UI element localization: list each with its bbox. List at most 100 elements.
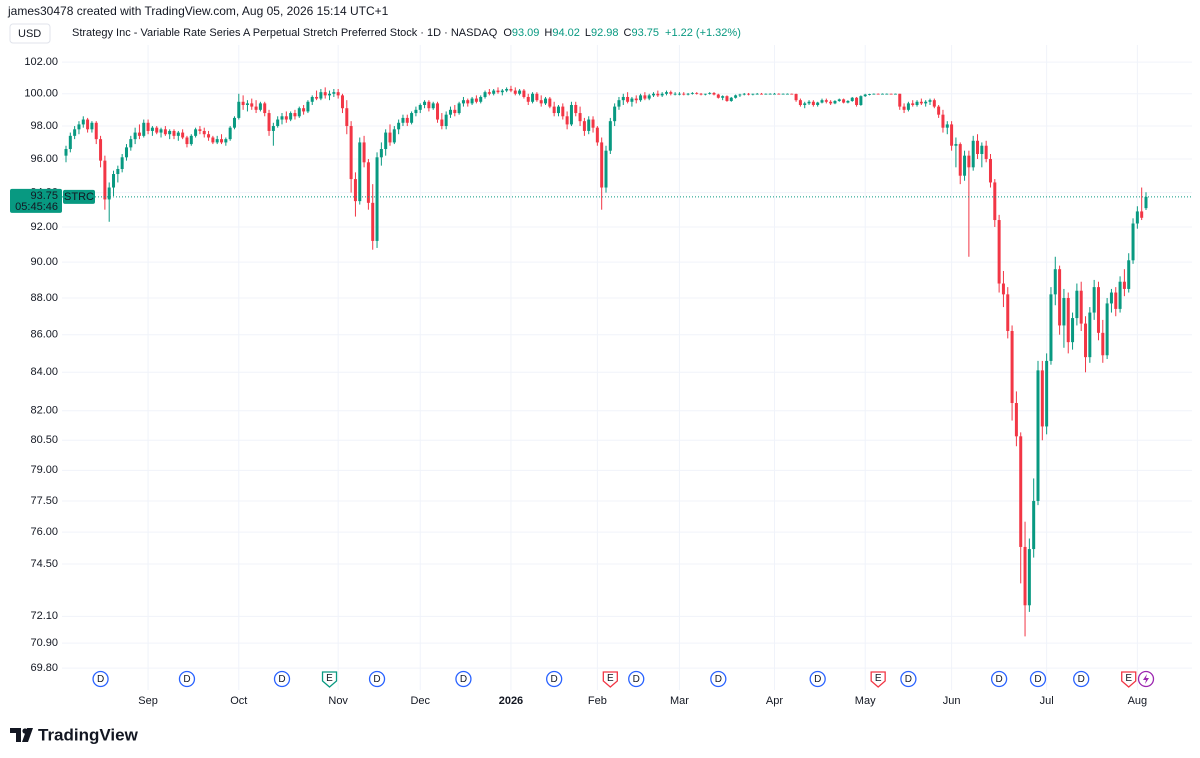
candle-body [911,103,915,105]
candle-body [423,101,427,105]
candle-body [544,98,548,104]
candle-body [1079,290,1083,324]
candle-body [371,202,375,241]
candle-body [755,93,759,95]
candle-body [466,100,470,104]
candle-body [656,93,660,96]
candle-body [928,100,932,102]
candle-body [483,92,487,97]
candle-body [349,126,353,180]
event-label: E [607,673,614,684]
event-marker [368,670,386,688]
candle-body [457,103,461,114]
candle-body [1144,196,1148,209]
candle-body [1001,283,1005,295]
logo: TradingView [10,725,139,744]
candle-body [202,130,206,135]
candle-body [997,220,1001,284]
y-tick-label: 74.50 [30,558,58,570]
event-label: E [875,673,882,684]
candle-body [639,95,643,101]
candle-body [742,93,746,95]
event-marker [990,670,1008,688]
candle-body [90,122,94,130]
candle-body [207,134,211,138]
candle-body [539,100,543,104]
candle-body [673,93,677,95]
candle-body [267,113,271,131]
candle-body [820,100,824,103]
candle-body [531,93,535,102]
candle-body [189,135,193,145]
candle-body [168,130,172,135]
event-marker [710,670,727,688]
candle-body [224,139,228,143]
candle-body [297,108,301,117]
candle-body [729,97,733,101]
candle-body [440,119,444,127]
candle-body [181,132,185,138]
event-marker [273,670,291,688]
event-label: D [633,674,640,685]
candle-body [194,129,198,136]
x-tick-label: Apr [766,695,783,707]
candle-body [837,99,841,101]
x-tick-label: Sep [138,695,158,707]
candle-body [1140,211,1144,218]
candle-body [552,106,556,114]
event-label: D [183,674,190,685]
candle-body [332,92,336,94]
candle-body [1036,370,1040,501]
event-label: D [97,674,104,685]
symbol-label: STRC [64,191,94,203]
currency[interactable]: USD [18,28,41,40]
candle-body [284,116,288,120]
event-marker [321,671,338,688]
candle-body [375,157,379,241]
candle-body [595,127,599,143]
candle-body [133,132,137,140]
candle-body [816,102,820,105]
event-label: D [1034,674,1041,685]
candle-body [414,109,418,114]
overlay: 69.80 70.90 72.10 74.50 76.00 77.50 79.00 80.50… [10,56,1192,707]
event-marker [455,670,472,688]
candle-body [1084,323,1088,358]
currency-button[interactable] [9,23,51,44]
candle-body [868,94,872,95]
candle-body [747,93,751,95]
y-tick-label: 69.80 [30,662,58,674]
candle-body [578,113,582,122]
y-tick-label: 92.00 [30,221,58,233]
event-label: D [814,674,821,685]
candle-body [1127,260,1131,289]
candle-body [500,90,504,93]
candle-body [682,93,686,95]
event-label: D [460,674,467,685]
candle-body [842,99,846,103]
candle-body [574,104,578,114]
candle-body [664,92,668,94]
candle-body [1114,292,1118,309]
candle-body [794,93,798,101]
event-marker [809,670,826,688]
event-marker [1121,671,1137,688]
candle-body [237,101,241,118]
candle-body [643,95,647,99]
candle-body [487,92,491,94]
candle-body [880,93,884,95]
candle-body [971,140,975,168]
candle-body [604,150,608,188]
y-tick-label: 86.00 [30,329,58,341]
candle-body [232,117,236,128]
candle-body [768,93,772,95]
candle-body [798,100,802,105]
candle-body [846,100,850,103]
candle-body [293,113,297,117]
candle-body [107,187,111,200]
candle-body [379,149,383,158]
candle-body [129,139,133,148]
candle-body [781,93,785,95]
y-tick-label: 98.00 [30,120,58,132]
y-tick-label: 96.00 [30,153,58,165]
